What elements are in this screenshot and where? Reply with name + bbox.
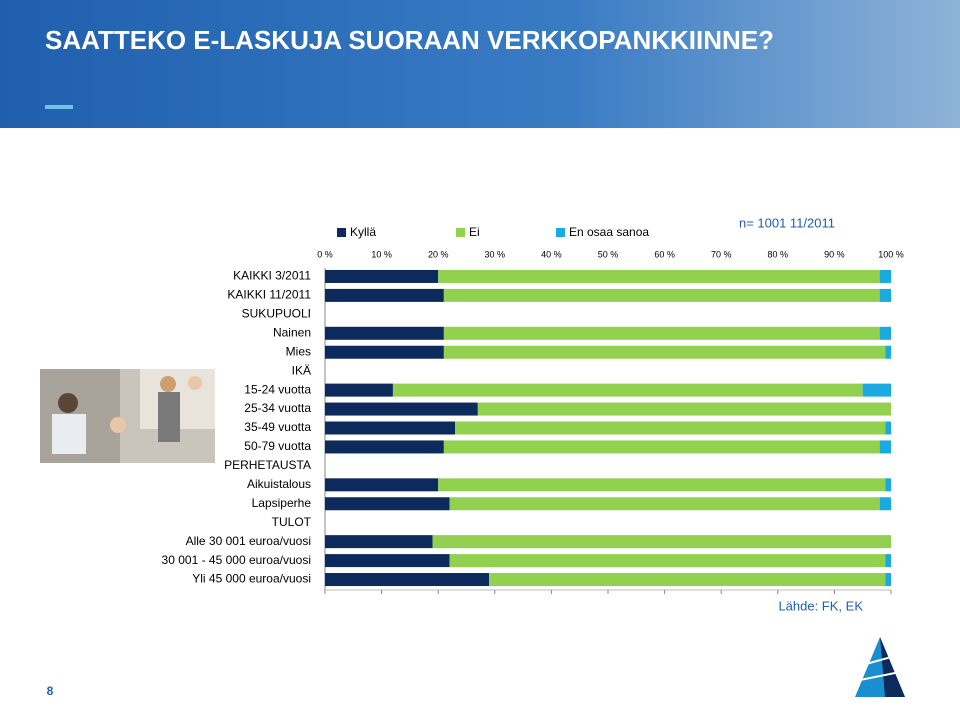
x-tick-label: 100 %	[878, 249, 904, 259]
bar-segment	[455, 421, 886, 435]
bar-segment	[477, 402, 891, 416]
bar-segment	[325, 421, 456, 435]
page-number: 8	[47, 684, 54, 698]
legend-label: Ei	[469, 225, 480, 239]
source-note: Lähde: FK, EK	[778, 598, 863, 613]
legend-label: Kyllä	[350, 225, 376, 239]
legend-swatch	[337, 228, 346, 237]
x-tick-label: 60 %	[654, 249, 675, 259]
bar-segment	[489, 573, 886, 587]
x-tick-label: 90 %	[824, 249, 845, 259]
bar-segment	[325, 554, 450, 568]
category-label: KAIKKI 11/2011	[227, 288, 311, 302]
bar-segment	[325, 326, 444, 340]
category-label: Aikuistalous	[247, 477, 311, 491]
x-tick-label: 80 %	[768, 249, 789, 259]
bar-segment	[438, 478, 886, 492]
bar-segment	[325, 478, 439, 492]
bar-segment	[325, 535, 433, 549]
bar-segment	[325, 383, 393, 397]
bar-segment	[325, 402, 478, 416]
bar-segment	[443, 440, 880, 454]
bar-segment	[879, 288, 891, 302]
bar-segment	[862, 383, 891, 397]
category-label: 15-24 vuotta	[244, 382, 311, 396]
category-label: 50-79 vuotta	[244, 439, 311, 453]
category-label: Yli 45 000 euroa/vuosi	[192, 572, 311, 586]
slide-title: SAATTEKO E-LASKUJA SUORAAN VERKKOPANKKII…	[45, 25, 774, 55]
bar-segment	[885, 554, 891, 568]
bar-segment	[325, 269, 439, 283]
category-label: Alle 30 001 euroa/vuosi	[186, 534, 311, 548]
bar-segment	[885, 421, 891, 435]
bar-segment	[325, 573, 490, 587]
category-label: 30 001 - 45 000 euroa/vuosi	[162, 553, 311, 567]
header-banner	[0, 0, 960, 128]
category-label: Nainen	[273, 325, 311, 339]
photo	[40, 369, 215, 463]
x-tick-label: 0 %	[317, 249, 333, 259]
bar-segment	[885, 345, 891, 359]
category-label: SUKUPUOLI	[242, 307, 311, 321]
x-tick-label: 40 %	[541, 249, 562, 259]
legend-swatch	[456, 228, 465, 237]
legend-label: En osaa sanoa	[569, 225, 649, 239]
x-tick-label: 30 %	[485, 249, 506, 259]
bar-segment	[443, 326, 880, 340]
bar-segment	[879, 440, 891, 454]
x-tick-label: 10 %	[371, 249, 392, 259]
x-tick-label: 50 %	[598, 249, 619, 259]
bar-segment	[325, 440, 444, 454]
bar-segment	[449, 554, 886, 568]
category-label: 35-49 vuotta	[244, 420, 311, 434]
sample-note: n= 1001 11/2011	[739, 215, 835, 230]
bar-segment	[443, 288, 880, 302]
category-label: Lapsiperhe	[252, 496, 312, 510]
category-label: IKÄ	[292, 363, 311, 377]
bar-segment	[879, 326, 891, 340]
logo	[855, 637, 905, 697]
header-accent	[45, 105, 73, 109]
x-tick-label: 70 %	[711, 249, 732, 259]
bar-segment	[879, 497, 891, 511]
bar-segment	[443, 345, 886, 359]
bar-segment	[885, 478, 891, 492]
bar-segment	[392, 383, 863, 397]
category-label: KAIKKI 3/2011	[233, 269, 311, 283]
category-label: TULOT	[272, 515, 312, 529]
x-tick-label: 20 %	[428, 249, 449, 259]
bar-segment	[432, 535, 891, 549]
bar-segment	[449, 497, 880, 511]
category-label: Mies	[286, 344, 311, 358]
bar-segment	[325, 288, 444, 302]
category-label: 25-34 vuotta	[244, 401, 311, 415]
bar-segment	[438, 269, 880, 283]
bar-segment	[885, 573, 891, 587]
category-label: PERHETAUSTA	[224, 458, 311, 472]
bar-segment	[325, 497, 450, 511]
bar-segment	[879, 269, 891, 283]
legend-swatch	[556, 228, 565, 237]
bar-segment	[325, 345, 444, 359]
